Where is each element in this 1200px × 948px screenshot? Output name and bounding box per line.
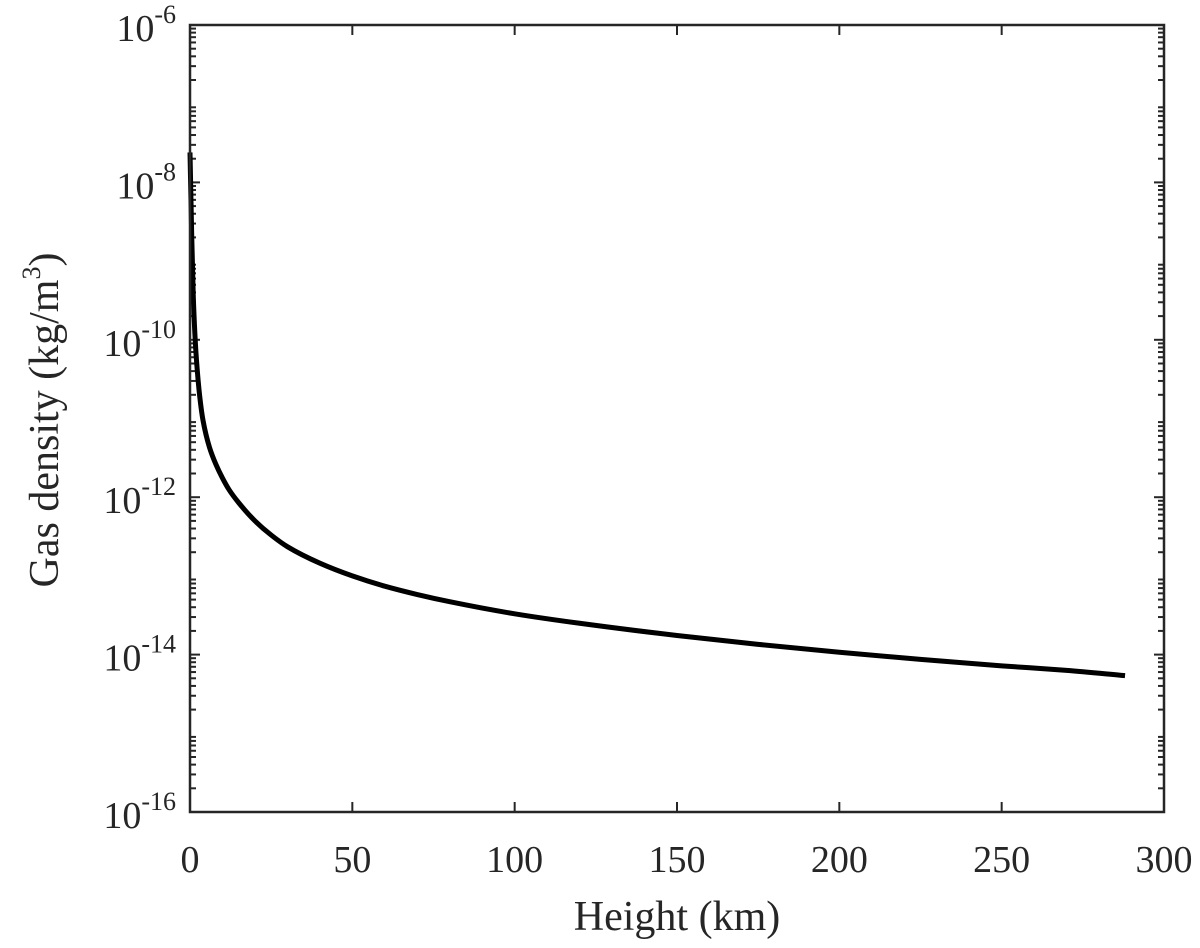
y-tick-label: 10-10 [103, 315, 176, 365]
series-layer [187, 152, 1126, 679]
x-tick-label: 50 [333, 839, 371, 881]
y-tick-label-exp: -12 [141, 472, 176, 501]
y-tick-label: 10-8 [116, 157, 176, 207]
x-tick-label: 200 [811, 839, 868, 881]
x-tick-label: 250 [973, 839, 1030, 881]
y-tick-label: 10-16 [103, 787, 176, 837]
y-tick-label: 10-6 [116, 0, 176, 50]
x-tick-label: 150 [649, 839, 706, 881]
x-tick-label: 0 [181, 839, 200, 881]
y-axis-title-sup: 3 [17, 267, 46, 280]
y-tick-label-exp: -8 [154, 157, 176, 186]
y-tick-label-base: 10 [116, 8, 154, 50]
y-tick-label-base: 10 [103, 480, 141, 522]
y-tick-label: 10-12 [103, 472, 176, 522]
y-tick-label-base: 10 [103, 795, 141, 837]
x-tick-label: 300 [1136, 839, 1193, 881]
y-tick-label: 10-14 [103, 630, 176, 680]
x-tick-labels: 0 50 100 150 200 250 300 [181, 839, 1193, 881]
x-tick-label: 100 [486, 839, 543, 881]
x-axis-title: Height (km) [574, 894, 780, 940]
y-axis-title: Gas density (kg/m3) [17, 253, 68, 588]
y-tick-label-exp: -10 [141, 315, 176, 344]
series-line [187, 152, 1126, 679]
y-tick-label-base: 10 [103, 638, 141, 680]
y-tick-label-base: 10 [116, 165, 154, 207]
plot-frame [188, 23, 1166, 814]
y-axis-title-close: ) [22, 253, 68, 267]
y-tick-label-base: 10 [103, 323, 141, 365]
y-axis-title-main: Gas density (kg/m [22, 279, 68, 587]
y-tick-label-exp: -6 [154, 0, 176, 29]
y-tick-label-exp: -16 [141, 787, 176, 816]
y-tick-label-exp: -14 [141, 630, 176, 659]
